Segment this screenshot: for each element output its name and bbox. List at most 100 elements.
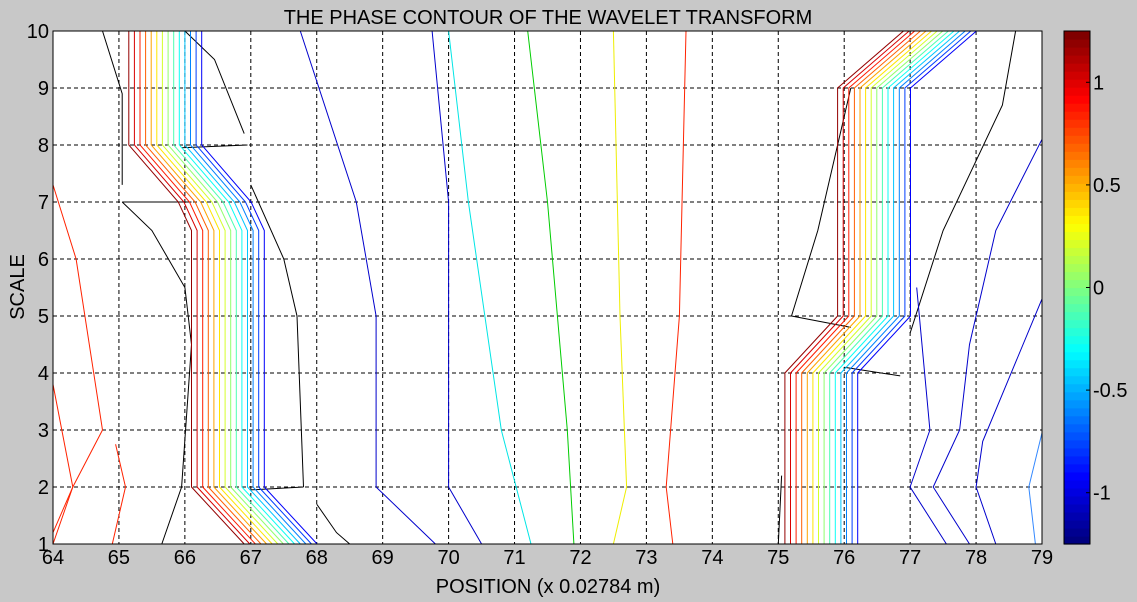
colorbar-swatch: [1064, 519, 1090, 529]
contour-band-line: [806, 30, 927, 544]
colorbar-swatch: [1064, 271, 1090, 281]
contour-lines: [52, 30, 1043, 545]
x-tick-label: 68: [306, 547, 328, 569]
colorbar-swatch: [1064, 439, 1090, 449]
colorbar-swatch: [1064, 479, 1090, 489]
x-tick-label: 64: [42, 547, 64, 569]
colorbar-swatch: [1064, 455, 1090, 465]
contour-band-line: [156, 31, 273, 545]
contour-line: [184, 30, 245, 134]
contour-band-line: [851, 30, 972, 544]
colorbar-swatch: [1064, 423, 1090, 433]
colorbar-swatch: [1064, 351, 1090, 361]
colorbar-swatch: [1064, 55, 1090, 64]
colorbar-swatch: [1064, 407, 1090, 417]
x-tick-label: 66: [174, 547, 196, 569]
colorbar-swatch: [1064, 135, 1090, 144]
contour-line: [299, 30, 436, 545]
colorbar-swatch: [1064, 511, 1090, 521]
colorbar-swatch: [1064, 167, 1090, 176]
colorbar-swatch: [1064, 207, 1090, 216]
colorbar-tick-label: 0: [1093, 278, 1104, 300]
colorbar-swatch: [1064, 447, 1090, 457]
plot-frame: [52, 30, 1043, 545]
colorbar-swatch: [1064, 71, 1090, 80]
y-tick-label: 7: [38, 192, 49, 214]
x-tick-label: 67: [240, 547, 262, 569]
contour-band-line: [846, 30, 966, 544]
contour-band-line: [829, 30, 949, 544]
colorbar-swatch: [1064, 127, 1090, 136]
colorbar-swatch: [1064, 247, 1090, 257]
contour-band-line: [184, 31, 301, 545]
contour-line: [448, 30, 532, 545]
x-tick-label: 74: [701, 547, 723, 569]
y-tick-label: 3: [38, 420, 49, 442]
colorbar-swatch: [1064, 39, 1090, 48]
colorbar: -1 -0.5 0 0.5 1: [1063, 30, 1127, 545]
contour-band-line: [133, 31, 251, 545]
colorbar-swatch: [1064, 391, 1090, 401]
contour-band-line: [784, 30, 904, 544]
y-tick-label: 5: [38, 306, 49, 328]
contour-band-line: [161, 31, 279, 545]
x-tick-label: 71: [503, 547, 525, 569]
contour-line: [52, 384, 74, 545]
contour-band-line: [790, 30, 910, 544]
x-tick-label: 75: [767, 547, 789, 569]
contour-line: [909, 30, 1017, 334]
y-tick-label: 8: [38, 135, 49, 157]
contour-line: [791, 315, 851, 328]
colorbar-swatch: [1064, 231, 1090, 241]
colorbar-swatch: [1064, 431, 1090, 441]
colorbar-swatch: [1064, 263, 1090, 273]
colorbar-swatch: [1064, 535, 1090, 545]
colorbar-swatch: [1064, 503, 1090, 513]
colorbar-swatch: [1064, 375, 1090, 385]
x-tick-label: 78: [965, 547, 987, 569]
contour-band-line: [818, 30, 938, 544]
contour-line: [102, 30, 123, 185]
colorbar-swatch: [1064, 215, 1090, 224]
colorbar-swatch: [1064, 159, 1090, 168]
y-tick-label: 6: [38, 249, 49, 271]
contour-band-line: [167, 31, 284, 545]
x-tick-label: 70: [437, 547, 459, 569]
colorbar-tick-label: -0.5: [1093, 380, 1127, 402]
contour-band-line: [139, 31, 256, 545]
colorbar-swatch: [1064, 31, 1090, 40]
contour-band-line: [823, 30, 944, 544]
contour-line: [975, 298, 1043, 545]
colorbar-swatch: [1064, 319, 1090, 329]
contour-line: [316, 503, 351, 545]
contour-line: [52, 184, 104, 533]
colorbar-swatch: [1064, 415, 1090, 425]
contour-line: [612, 30, 628, 545]
colorbar-swatch: [1064, 87, 1090, 96]
contour-line: [777, 475, 783, 545]
contour-band-line: [801, 30, 921, 544]
colorbar-swatch: [1064, 279, 1090, 289]
colorbar-swatch: [1064, 47, 1090, 56]
contour-band-line: [834, 30, 955, 544]
colorbar-swatch: [1064, 343, 1090, 353]
y-tick-label: 4: [38, 363, 49, 385]
colorbar-swatch: [1064, 175, 1090, 184]
colorbar-swatch: [1064, 95, 1090, 104]
colorbar-swatch: [1064, 239, 1090, 249]
x-axis-ticks: 64 65 66 67 68 69 70 71 72 73 74 75 76 77 78 79: [42, 547, 1053, 569]
colorbar-swatch: [1064, 495, 1090, 505]
colorbar-swatch: [1064, 103, 1090, 112]
x-tick-label: 69: [372, 547, 394, 569]
colorbar-swatch: [1064, 63, 1090, 72]
colorbar-swatch: [1064, 199, 1090, 208]
contour-line: [121, 201, 193, 545]
colorbar-swatch: [1064, 487, 1090, 497]
colorbar-tick-label: 1: [1093, 72, 1104, 94]
colorbar-swatch: [1064, 151, 1090, 160]
contour-band-line: [812, 30, 932, 544]
contour-line: [527, 30, 575, 545]
x-tick-label: 77: [899, 547, 921, 569]
contour-band-line: [201, 31, 318, 545]
colorbar-swatch: [1064, 143, 1090, 152]
